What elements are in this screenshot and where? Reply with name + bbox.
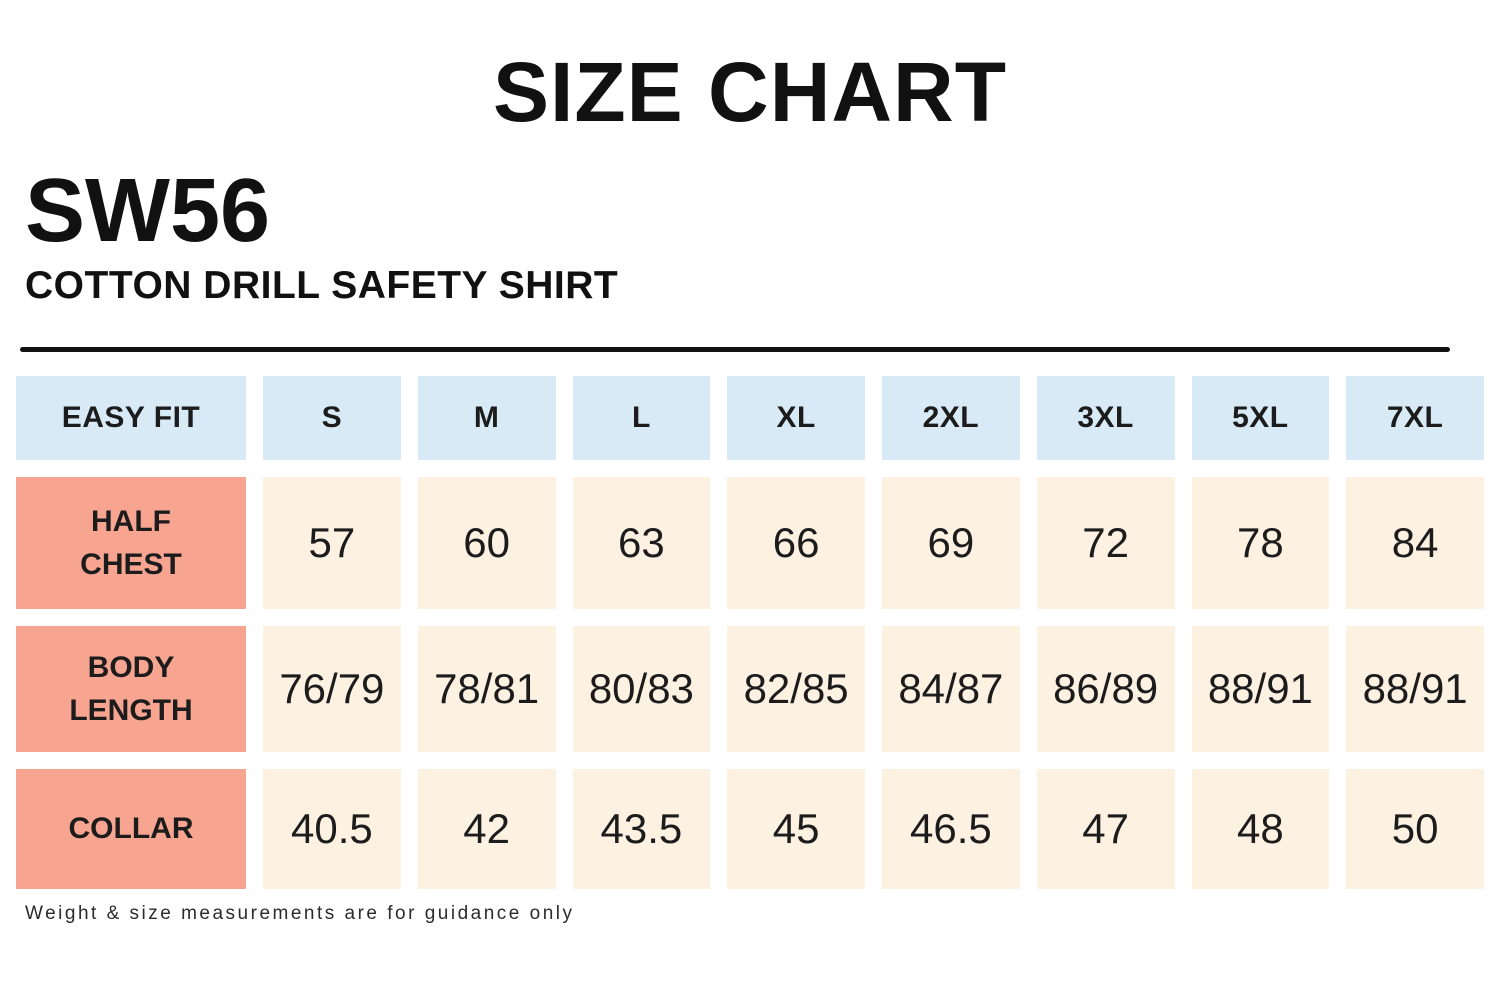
collar-s: 40.5 <box>263 769 401 889</box>
row-label-text: HALF CHEST <box>80 504 182 582</box>
collar-xl: 45 <box>727 769 865 889</box>
row-label-body-length: BODY LENGTH <box>16 626 246 752</box>
body-length-xl: 82/85 <box>727 626 865 752</box>
collar-2xl: 46.5 <box>882 769 1020 889</box>
body-length-3xl: 86/89 <box>1036 626 1175 752</box>
size-header-7xl: 7XL <box>1346 376 1484 460</box>
divider-line <box>20 347 1450 352</box>
body-length-m: 78/81 <box>417 626 556 752</box>
half-chest-s: 57 <box>263 477 401 609</box>
row-label-text: BODY LENGTH <box>69 650 193 728</box>
footnote: Weight & size measurements are for guida… <box>25 903 575 924</box>
product-code: SW56 <box>25 161 271 261</box>
half-chest-2xl: 69 <box>882 477 1020 609</box>
collar-5xl: 48 <box>1191 769 1330 889</box>
body-length-l: 80/83 <box>572 626 711 752</box>
size-header-3xl: 3XL <box>1036 376 1175 460</box>
size-header-5xl: 5XL <box>1191 376 1330 460</box>
half-chest-m: 60 <box>417 477 556 609</box>
collar-l: 43.5 <box>572 769 711 889</box>
row-label-half-chest: HALF CHEST <box>16 477 246 609</box>
size-header-l: L <box>572 376 711 460</box>
size-chart-page: SIZE CHART SW56 COTTON DRILL SAFETY SHIR… <box>0 50 1500 1000</box>
half-chest-xl: 66 <box>727 477 865 609</box>
collar-7xl: 50 <box>1346 769 1484 889</box>
size-header-s: S <box>263 376 401 460</box>
fit-type-header: EASY FIT <box>16 376 246 460</box>
size-table: EASY FIT S M L XL 2XL 3XL 5XL 7XL HALF C… <box>16 376 1484 889</box>
half-chest-7xl: 84 <box>1346 477 1484 609</box>
collar-m: 42 <box>417 769 556 889</box>
page-title: SIZE CHART <box>493 45 1007 139</box>
row-label-text: COLLAR <box>68 812 194 846</box>
body-length-7xl: 88/91 <box>1346 626 1484 752</box>
half-chest-3xl: 72 <box>1036 477 1175 609</box>
body-length-5xl: 88/91 <box>1191 626 1330 752</box>
product-name: COTTON DRILL SAFETY SHIRT <box>25 264 619 307</box>
body-length-2xl: 84/87 <box>882 626 1020 752</box>
half-chest-5xl: 78 <box>1191 477 1330 609</box>
collar-3xl: 47 <box>1036 769 1175 889</box>
size-header-xl: XL <box>727 376 865 460</box>
body-length-s: 76/79 <box>263 626 401 752</box>
half-chest-l: 63 <box>572 477 711 609</box>
size-header-2xl: 2XL <box>882 376 1020 460</box>
size-header-m: M <box>417 376 556 460</box>
row-label-collar: COLLAR <box>16 769 246 889</box>
